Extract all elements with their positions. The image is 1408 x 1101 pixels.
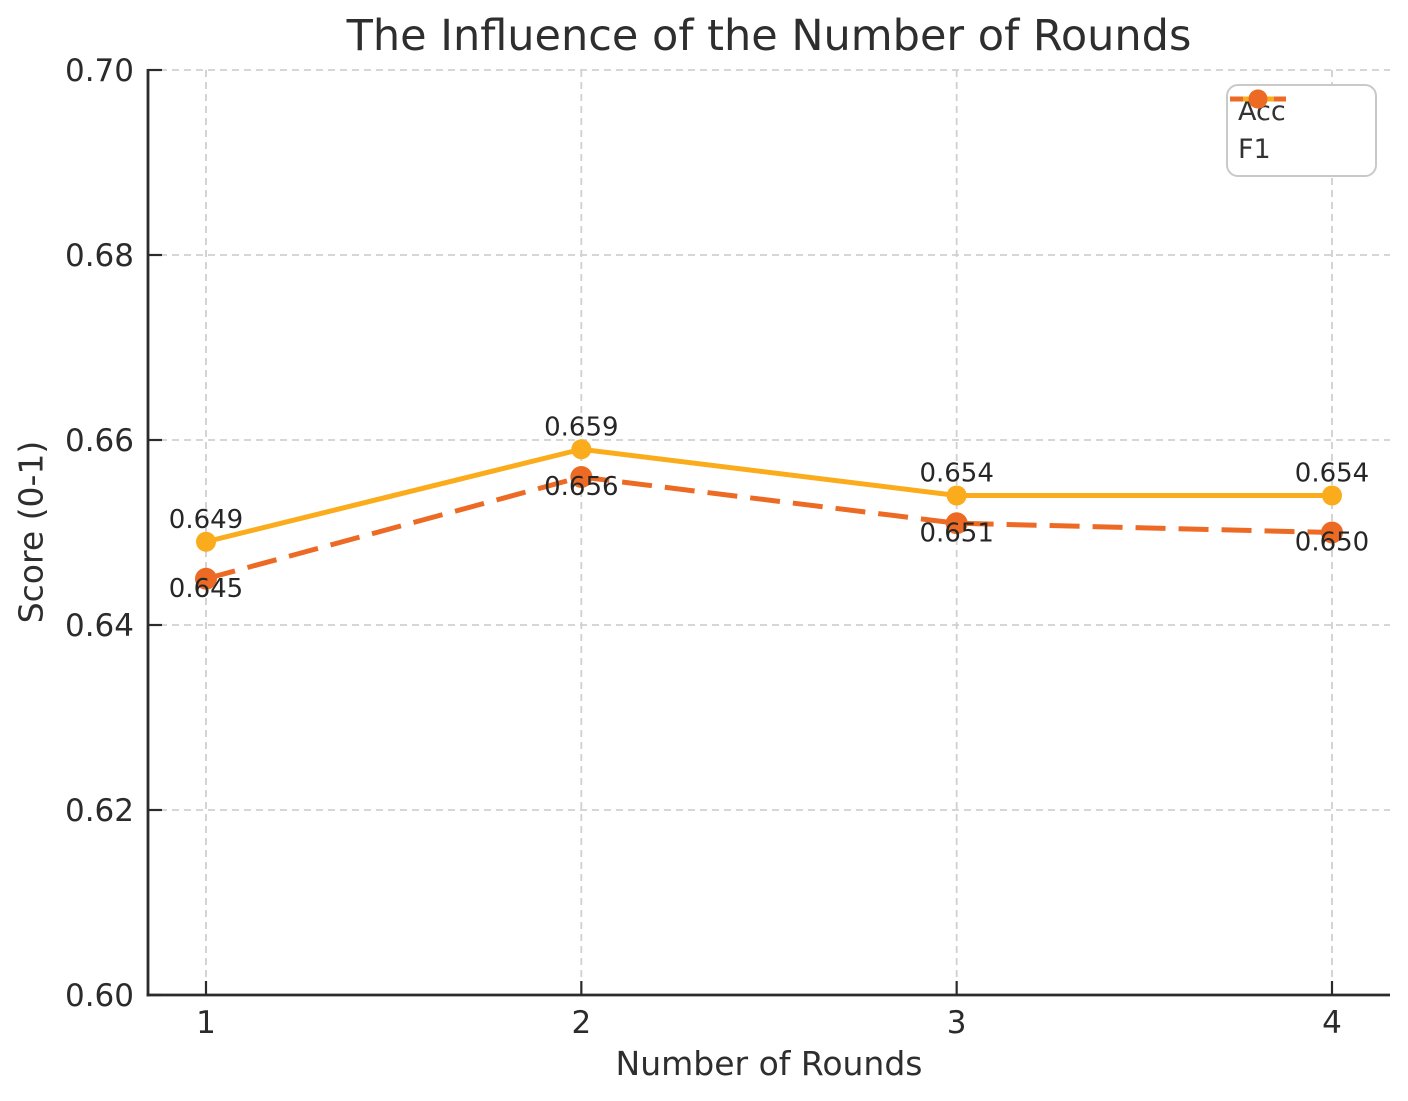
- data-point-acc: [571, 439, 592, 460]
- y-tick-label: 0.68: [65, 238, 134, 274]
- x-tick-label: 1: [196, 1005, 216, 1041]
- y-tick-label: 0.70: [65, 53, 134, 89]
- legend-item-f1: F1: [1230, 89, 1375, 166]
- data-point-label-acc: 0.659: [544, 412, 618, 442]
- legend-label-f1: F1: [1238, 134, 1271, 166]
- data-point-label-acc: 0.649: [169, 505, 243, 535]
- legend-line-sample-icon: [1230, 89, 1286, 109]
- series-line-f1: [205, 474, 1333, 582]
- data-point-acc: [196, 531, 216, 552]
- data-point-f1: [195, 567, 217, 590]
- data-point-f1: [1321, 521, 1343, 544]
- y-tick-label: 0.66: [65, 423, 134, 459]
- x-tick-label: 3: [947, 1005, 967, 1041]
- data-point-acc: [946, 485, 967, 506]
- x-tick-label: 4: [1322, 1005, 1342, 1041]
- y-tick-label: 0.64: [65, 608, 134, 644]
- data-point-label-f1: 0.656: [544, 472, 618, 502]
- chart-title: The Influence of the Number of Rounds: [346, 11, 1192, 61]
- series-line-acc: [205, 446, 1332, 545]
- y-tick-label: 0.62: [65, 793, 134, 829]
- y-tick-label: 0.60: [65, 978, 134, 1014]
- x-axis-label: Number of Rounds: [615, 1044, 923, 1083]
- y-axis-label: Score (0-1): [11, 440, 51, 624]
- data-point-label-acc: 0.654: [1295, 459, 1369, 489]
- data-point-f1: [570, 466, 593, 488]
- data-point-label-acc: 0.654: [919, 459, 993, 489]
- data-point-acc: [1322, 485, 1342, 506]
- data-point-label-f1: 0.645: [169, 574, 243, 604]
- legend: Acc F1: [1226, 84, 1377, 177]
- data-point-label-f1: 0.651: [919, 518, 993, 548]
- x-tick-label: 2: [571, 1005, 591, 1041]
- data-point-label-f1: 0.650: [1295, 528, 1369, 558]
- data-point-f1: [945, 512, 968, 535]
